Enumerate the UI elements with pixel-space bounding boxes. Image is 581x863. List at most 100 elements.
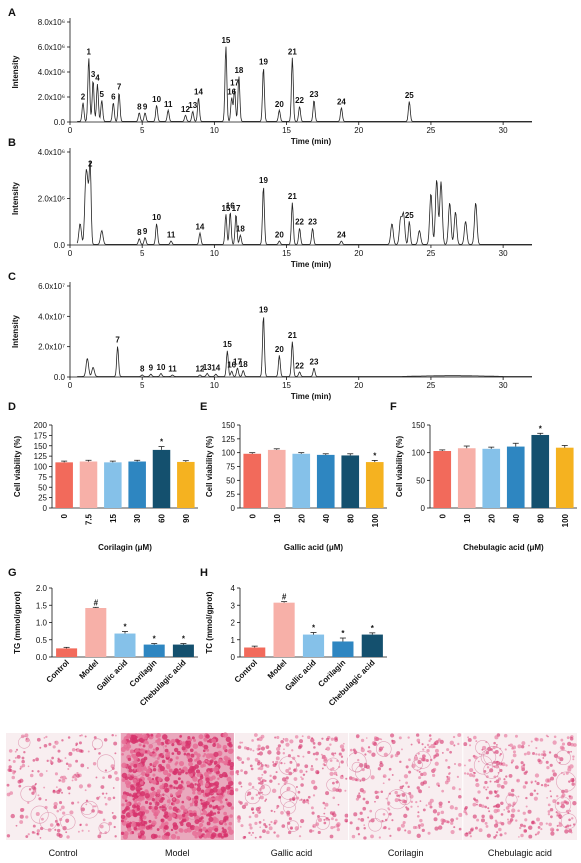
stained-cell xyxy=(526,751,531,756)
stained-cell xyxy=(148,805,153,810)
stained-cell xyxy=(120,819,124,823)
peak-label-10: 10 xyxy=(152,95,161,104)
stained-cell xyxy=(196,783,202,788)
stained-cell xyxy=(227,790,231,794)
stained-cell xyxy=(223,834,227,838)
stained-cell xyxy=(152,773,156,777)
tissue-outline xyxy=(326,757,340,771)
stained-cell xyxy=(390,754,394,758)
bar xyxy=(267,449,286,508)
stained-cell xyxy=(540,828,543,831)
stained-cell xyxy=(205,759,208,763)
stained-cell xyxy=(288,767,292,770)
stained-cell xyxy=(124,776,129,781)
peak-label-9: 9 xyxy=(143,227,148,236)
stained-cell xyxy=(88,830,90,832)
stained-cell xyxy=(165,831,171,837)
stained-cell xyxy=(239,741,242,744)
stained-cell xyxy=(484,821,488,825)
stained-cell xyxy=(43,786,46,789)
stained-cell xyxy=(402,785,405,788)
y-tick-label: 50 xyxy=(416,476,425,485)
stained-cell xyxy=(140,796,145,801)
x-tick-label: Model xyxy=(266,658,289,681)
stained-cell xyxy=(558,814,563,819)
stained-cell xyxy=(228,741,232,745)
stained-cell xyxy=(284,737,289,742)
stained-cell xyxy=(370,775,375,780)
stained-cell xyxy=(556,814,559,817)
stained-cell xyxy=(200,802,204,805)
stained-cell xyxy=(549,827,555,832)
stained-cell xyxy=(478,828,483,833)
stained-cell xyxy=(103,738,108,742)
y-tick-label: 75 xyxy=(226,463,235,472)
stained-cell xyxy=(505,775,508,778)
stained-cell xyxy=(445,820,449,824)
stained-cell xyxy=(183,828,189,833)
stained-cell xyxy=(536,792,539,795)
peak-label-2: 2 xyxy=(81,92,86,101)
stained-cell xyxy=(398,736,402,740)
x-axis-title-D: Corilagin (μM) xyxy=(98,543,152,552)
stained-cell xyxy=(269,779,273,783)
stained-cell xyxy=(331,752,335,756)
stained-cell xyxy=(545,760,549,764)
stained-cell xyxy=(453,826,456,829)
stained-cell xyxy=(139,733,143,737)
stained-cell xyxy=(240,824,244,828)
bar xyxy=(143,644,165,657)
stained-cell xyxy=(449,805,454,810)
stained-cell xyxy=(482,786,486,789)
stained-cell xyxy=(121,803,125,807)
stained-cell xyxy=(15,824,18,827)
stained-cell xyxy=(504,832,507,835)
stained-cell xyxy=(267,750,272,755)
peak-label-15: 15 xyxy=(221,204,230,213)
stained-cell xyxy=(227,802,232,808)
stained-cell xyxy=(550,815,553,819)
stained-cell xyxy=(512,805,514,808)
y-tick-label: 0 xyxy=(43,504,48,513)
stained-cell xyxy=(125,736,129,739)
stained-cell xyxy=(189,772,194,777)
stained-cell xyxy=(156,828,160,831)
stained-cell xyxy=(495,779,500,784)
tissue-outline xyxy=(18,736,31,749)
stained-cell xyxy=(517,744,522,749)
stained-cell xyxy=(132,812,138,818)
x-tick-label: 25 xyxy=(426,126,435,135)
stained-cell xyxy=(176,750,181,755)
stained-cell xyxy=(356,735,359,739)
stained-cell xyxy=(212,806,216,810)
stained-cell xyxy=(515,819,518,822)
stained-cell xyxy=(198,734,204,740)
stained-cell xyxy=(60,775,64,779)
stained-cell xyxy=(410,743,413,746)
stained-cell xyxy=(391,774,394,776)
stained-cell xyxy=(396,794,399,797)
x-tick-label: 100 xyxy=(371,513,380,527)
stained-cell xyxy=(102,818,106,822)
stained-cell xyxy=(401,748,403,751)
stained-cell xyxy=(140,820,146,826)
bar xyxy=(79,461,98,508)
tissue-outline xyxy=(556,771,577,792)
chromatogram-trace-B xyxy=(76,160,532,245)
stained-cell xyxy=(495,803,501,808)
x-tick-label: Model xyxy=(78,658,101,681)
x-tick-label: 15 xyxy=(282,381,291,390)
stained-cell xyxy=(125,812,132,818)
stained-cell xyxy=(113,741,118,746)
stained-cell xyxy=(403,813,408,818)
peak-label-8: 8 xyxy=(140,364,145,373)
stained-cell xyxy=(105,792,108,795)
stained-cell xyxy=(382,782,385,785)
stained-cell xyxy=(456,775,460,778)
stained-cell xyxy=(249,764,253,768)
stained-cell xyxy=(560,804,566,809)
stained-cell xyxy=(505,806,510,810)
stained-cell xyxy=(200,789,205,794)
y-tick-label: 75 xyxy=(38,473,47,482)
stained-cell xyxy=(97,834,102,839)
